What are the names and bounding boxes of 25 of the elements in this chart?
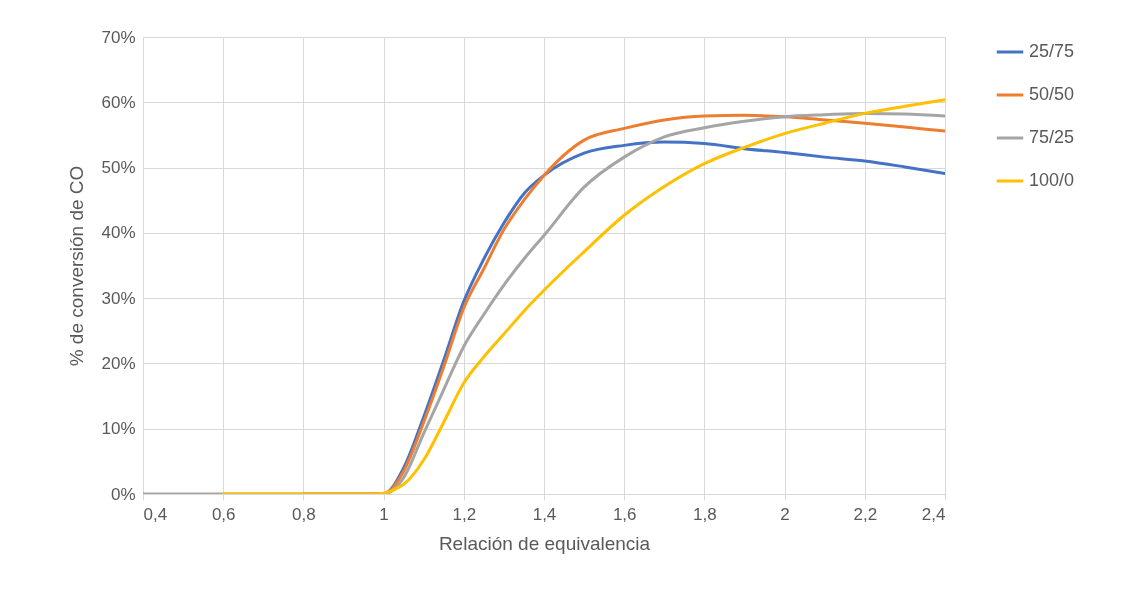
x-tick-label: 1,2 — [452, 504, 477, 524]
y-tick-label: 70% — [101, 27, 136, 47]
y-tick-label: 0% — [110, 484, 136, 504]
legend-label: 25/75 — [1029, 41, 1075, 61]
x-tick-label: 1,8 — [693, 504, 717, 524]
y-tick-label: 60% — [101, 92, 136, 112]
y-tick-label: 20% — [101, 353, 136, 373]
y-tick-label: 40% — [101, 223, 136, 243]
x-tick-label: 1,6 — [612, 504, 637, 524]
x-axis-title: Relación de equivalencia — [438, 532, 651, 554]
x-tick-label: 2,2 — [853, 504, 878, 524]
legend-label: 75/25 — [1029, 127, 1075, 147]
y-tick-label: 50% — [101, 158, 136, 178]
x-tick-label: 1,4 — [532, 504, 557, 524]
y-tick-label: 30% — [101, 288, 136, 308]
legend-label: 100/0 — [1029, 170, 1075, 190]
x-tick-label: 0,6 — [211, 504, 236, 524]
legend-label: 50/50 — [1029, 84, 1075, 104]
x-tick-label: 0,8 — [292, 504, 316, 524]
x-tick-label: 1 — [379, 504, 389, 524]
x-tick-label: 0,4 — [143, 504, 168, 524]
x-tick-label: 2,4 — [921, 504, 946, 524]
y-tick-label: 10% — [101, 419, 136, 439]
y-axis-title: % de conversión de CO — [66, 165, 88, 367]
x-tick-label: 2 — [780, 504, 790, 524]
